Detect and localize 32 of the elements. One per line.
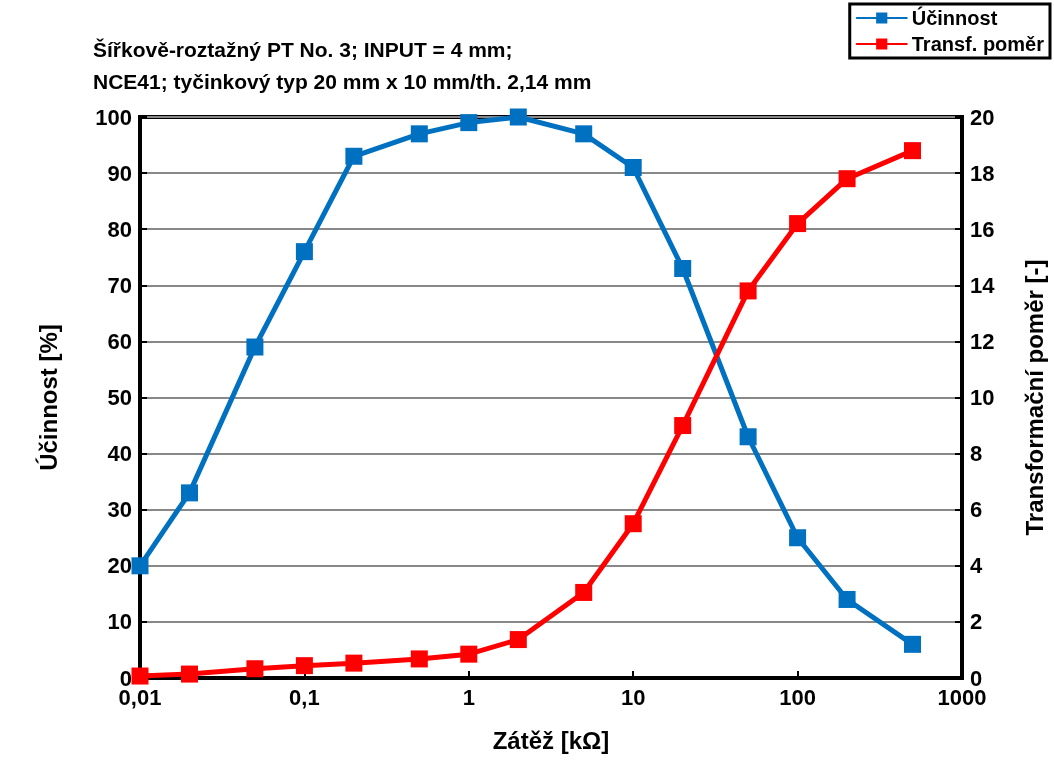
y-tick-label: 50	[107, 385, 132, 410]
y2-axis-title: Transformační poměr [-]	[1020, 259, 1048, 536]
x-tick-label: 10	[620, 684, 646, 710]
y-tick-label: 60	[107, 328, 132, 354]
y-axis-title: Účinnost [%]	[34, 324, 62, 471]
y2-tick-label: 10	[970, 385, 995, 410]
y2-tick-label: 20	[970, 104, 995, 130]
x-tick-label: 0,1	[289, 684, 320, 710]
y-tick-label: 0	[119, 665, 132, 691]
y2-tick-label: 8	[970, 441, 983, 467]
y-tick-label: 20	[107, 553, 132, 579]
y-tick-label: 90	[107, 160, 132, 186]
y2-tick-label: 18	[970, 160, 995, 186]
y2-tick-label: 2	[970, 609, 983, 635]
y2-tick-label: 14	[970, 272, 996, 298]
chart-title: Šířkově-roztažný PT No. 3; INPUT = 4 mm; NCE41; tyčinkový typ 20 mm x 10 mm/th. 2,14 mm	[93, 37, 592, 93]
y2-tick-label: 0	[970, 665, 983, 691]
legend-label: Účinnost	[911, 6, 998, 29]
y-tick-label: 10	[107, 609, 132, 635]
x-axis-title: Zátěž [kΩ]	[492, 726, 610, 754]
x-tick-label: 100	[779, 684, 816, 710]
y2-tick-label: 12	[970, 328, 995, 354]
y2-tick-label: 4	[970, 553, 983, 579]
y2-tick-label: 16	[970, 216, 995, 242]
y-tick-label: 100	[95, 104, 132, 130]
legend-label: Transf. poměr	[911, 33, 1045, 55]
y-tick-label: 70	[107, 272, 132, 298]
y-tick-label: 80	[107, 216, 132, 242]
y-tick-label: 30	[107, 497, 132, 523]
y-tick-label: 40	[107, 441, 132, 467]
y2-tick-label: 6	[970, 497, 983, 523]
x-tick-label: 1	[462, 684, 475, 710]
